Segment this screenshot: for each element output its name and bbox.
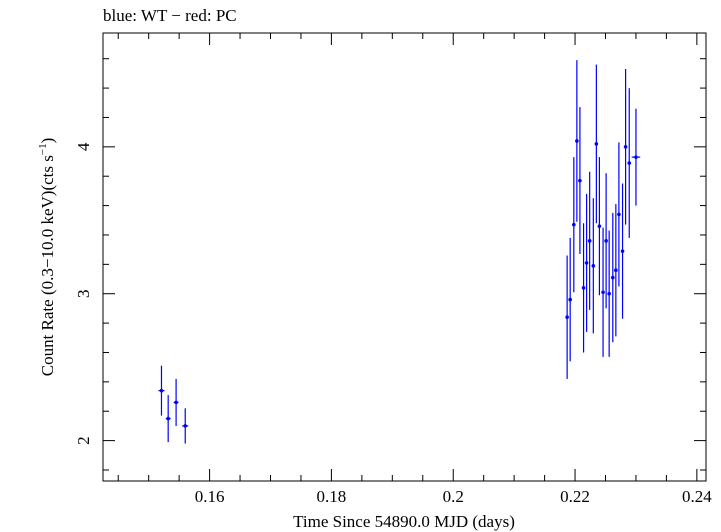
data-point [165, 395, 171, 443]
data-point [601, 227, 605, 357]
data-marker [584, 261, 589, 265]
data-marker [607, 291, 611, 296]
x-axis: 0.16 0.18 0.2 0.22 0.24 [117, 33, 712, 506]
data-marker [620, 249, 625, 253]
data-point [182, 408, 189, 444]
data-point [607, 230, 611, 357]
data-point [631, 108, 641, 206]
y-axis-label-main: Count Rate (0.3−10.0 keV)(cts s [38, 155, 57, 376]
data-marker [578, 178, 582, 183]
y-axis-label: Count Rate (0.3−10.0 keV)(cts s−1) [37, 138, 57, 377]
data-point [623, 68, 628, 225]
data-point [584, 193, 589, 332]
data-point [620, 183, 625, 319]
x-tick-label: 0.2 [443, 487, 464, 506]
data-marker [611, 275, 615, 280]
data-point [575, 60, 579, 222]
data-point [611, 212, 615, 343]
plot-frame [102, 32, 707, 482]
y-axis: 2 3 4 [74, 58, 706, 471]
data-marker [617, 212, 621, 217]
data-point [572, 157, 576, 293]
data-marker [614, 268, 618, 273]
data-point [565, 255, 569, 379]
data-point [578, 107, 582, 255]
data-point [587, 171, 592, 310]
data-point [614, 204, 618, 337]
chart-title: blue: WT − red: PC [103, 6, 237, 25]
data-marker [601, 290, 605, 295]
y-axis-label-superscript: −1 [37, 143, 49, 155]
x-tick-label: 0.22 [560, 487, 590, 506]
data-point [627, 88, 632, 238]
data-marker [572, 222, 576, 227]
data-point [594, 64, 599, 224]
x-tick-label: 0.24 [682, 487, 712, 506]
y-tick-label: 3 [74, 289, 93, 298]
data-marker [174, 400, 178, 405]
data-marker [634, 155, 638, 159]
data-marker [568, 297, 572, 302]
data-marker [594, 142, 599, 146]
data-point [173, 378, 179, 426]
data-marker [581, 286, 586, 290]
data-marker [604, 239, 608, 243]
data-marker [183, 424, 188, 428]
data-marker [575, 139, 579, 143]
data-point [568, 237, 572, 362]
data-marker [565, 315, 569, 320]
x-axis-label: Time Since 54890.0 MJD (days) [293, 512, 515, 531]
data-marker [166, 416, 170, 421]
data-marker [597, 224, 602, 228]
data-marker [623, 145, 628, 149]
data-series-wt [158, 60, 641, 444]
x-tick-label: 0.16 [195, 487, 225, 506]
data-marker [627, 161, 632, 165]
x-tick-label: 0.18 [317, 487, 347, 506]
data-point [581, 223, 586, 353]
y-tick-label: 2 [74, 436, 93, 445]
data-point [597, 157, 602, 296]
data-point [591, 198, 596, 334]
data-marker [159, 388, 164, 393]
y-tick-label: 4 [74, 142, 93, 151]
data-point [604, 173, 608, 309]
data-marker [587, 239, 592, 243]
y-axis-label-close: ) [38, 138, 57, 144]
data-point [617, 142, 621, 287]
data-marker [591, 264, 596, 268]
data-point [158, 365, 165, 416]
